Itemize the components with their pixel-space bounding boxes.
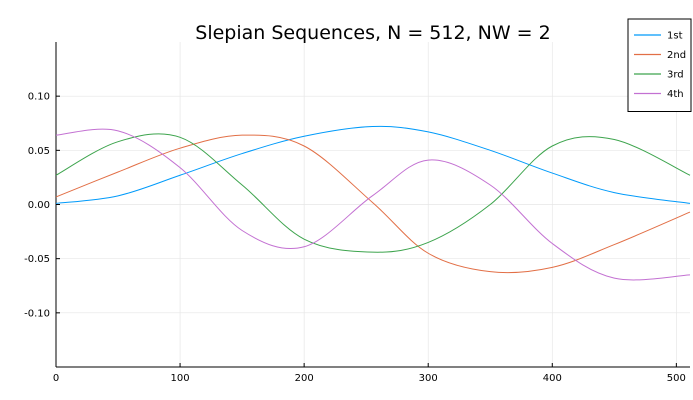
y-tick-label: 0.10: [28, 92, 50, 103]
series-line-3rd: [55, 133, 691, 253]
y-tick-label: -0.05: [24, 254, 50, 265]
x-tick-label: 200: [295, 373, 314, 384]
x-tick-label: 100: [171, 373, 190, 384]
y-tick-label: -0.10: [24, 308, 50, 319]
series-line-1st: [55, 125, 691, 204]
y-tick-label: 0.00: [28, 200, 50, 211]
x-tick-label: 0: [53, 373, 59, 384]
grid: [55, 42, 690, 367]
series-lines: [55, 125, 691, 281]
series-line-4th: [55, 128, 691, 281]
legend-label: 2nd: [667, 50, 686, 61]
x-tick-label: 400: [543, 373, 562, 384]
x-tick-label: 500: [667, 373, 686, 384]
series-line-2nd: [55, 134, 691, 274]
y-tick-label: 0.05: [28, 146, 50, 157]
x-tick-label: 300: [419, 373, 438, 384]
legend: 1st 2nd 3rd 4th: [627, 18, 692, 112]
legend-label: 4th: [667, 89, 684, 100]
chart-title: Slepian Sequences, N = 512, NW = 2: [195, 22, 550, 44]
axis-ticks: 0 100 200 300 400 500 -0.10 -0.05 0.00 0.05 0.10: [24, 92, 686, 384]
legend-label: 1st: [667, 31, 683, 42]
legend-label: 3rd: [667, 70, 684, 81]
